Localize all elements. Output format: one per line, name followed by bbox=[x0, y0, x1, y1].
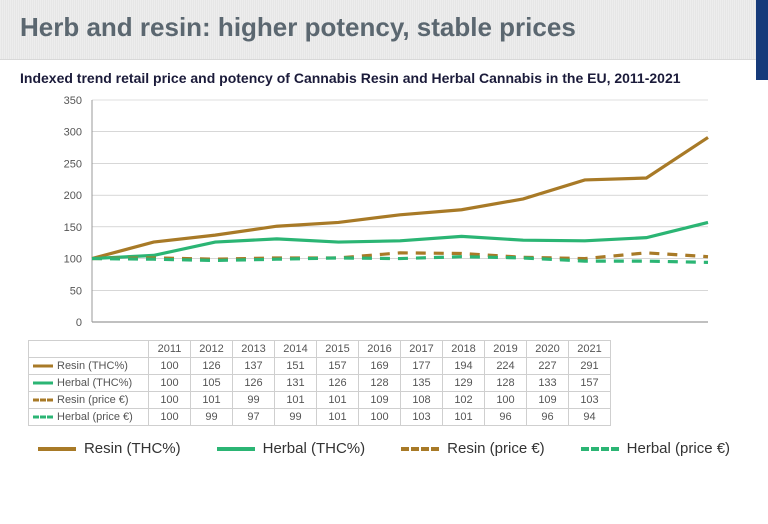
table-cell: 100 bbox=[359, 409, 401, 426]
table-cell: 151 bbox=[275, 358, 317, 375]
legend-label: Resin (THC%) bbox=[84, 440, 181, 457]
legend: Resin (THC%) Herbal (THC%) Resin (price €)… bbox=[0, 426, 768, 457]
year-header: 2020 bbox=[527, 341, 569, 358]
table-cell: 126 bbox=[191, 358, 233, 375]
svg-text:350: 350 bbox=[64, 95, 82, 107]
table-cell: 103 bbox=[569, 392, 611, 409]
year-header: 2018 bbox=[443, 341, 485, 358]
table-cell: 100 bbox=[149, 358, 191, 375]
table-cell: 157 bbox=[317, 358, 359, 375]
table-cell: 109 bbox=[359, 392, 401, 409]
row-swatch bbox=[33, 365, 53, 368]
table-cell: 100 bbox=[149, 409, 191, 426]
table-cell: 101 bbox=[317, 392, 359, 409]
table-row: Herbal (price €)100999799101100103101969… bbox=[29, 409, 611, 426]
table-cell: 99 bbox=[275, 409, 317, 426]
table-cell: 227 bbox=[527, 358, 569, 375]
row-label: Resin (price €) bbox=[57, 394, 129, 406]
row-label: Resin (THC%) bbox=[57, 360, 128, 372]
legend-swatch bbox=[581, 447, 619, 451]
table-cell: 129 bbox=[443, 375, 485, 392]
table-cell: 291 bbox=[569, 358, 611, 375]
table-cell: 105 bbox=[191, 375, 233, 392]
table-cell: 194 bbox=[443, 358, 485, 375]
row-label: Herbal (THC%) bbox=[57, 377, 132, 389]
table-cell: 224 bbox=[485, 358, 527, 375]
legend-label: Herbal (THC%) bbox=[263, 440, 366, 457]
svg-text:150: 150 bbox=[64, 222, 82, 234]
table-cell: 133 bbox=[527, 375, 569, 392]
table-cell: 103 bbox=[401, 409, 443, 426]
year-header: 2019 bbox=[485, 341, 527, 358]
legend-swatch bbox=[401, 447, 439, 451]
table-cell: 109 bbox=[527, 392, 569, 409]
table-cell: 94 bbox=[569, 409, 611, 426]
year-header: 2014 bbox=[275, 341, 317, 358]
table-cell: 126 bbox=[233, 375, 275, 392]
table-cell: 131 bbox=[275, 375, 317, 392]
table-cell: 135 bbox=[401, 375, 443, 392]
legend-label: Herbal (price €) bbox=[627, 440, 730, 457]
legend-label: Resin (price €) bbox=[447, 440, 545, 457]
svg-text:200: 200 bbox=[64, 190, 82, 202]
table-row: Resin (price €)1001019910110110910810210… bbox=[29, 392, 611, 409]
legend-item-resin_price: Resin (price €) bbox=[401, 440, 545, 457]
row-swatch bbox=[33, 416, 53, 419]
table-cell: 100 bbox=[485, 392, 527, 409]
table-cell: 96 bbox=[527, 409, 569, 426]
table-cell: 137 bbox=[233, 358, 275, 375]
year-header: 2016 bbox=[359, 341, 401, 358]
table-cell: 101 bbox=[443, 409, 485, 426]
year-header: 2013 bbox=[233, 341, 275, 358]
table-header-row: 2011201220132014201520162017201820192020… bbox=[29, 341, 611, 358]
svg-text:100: 100 bbox=[64, 254, 82, 266]
table-cell: 96 bbox=[485, 409, 527, 426]
legend-item-herbal_thc: Herbal (THC%) bbox=[217, 440, 366, 457]
svg-text:0: 0 bbox=[76, 317, 82, 329]
table-cell: 99 bbox=[233, 392, 275, 409]
year-header: 2015 bbox=[317, 341, 359, 358]
page-title: Herb and resin: higher potency, stable p… bbox=[20, 12, 748, 43]
year-header: 2021 bbox=[569, 341, 611, 358]
table-cell: 157 bbox=[569, 375, 611, 392]
chart-subtitle: Indexed trend retail price and potency o… bbox=[0, 60, 768, 90]
table-row: Resin (THC%)1001261371511571691771942242… bbox=[29, 358, 611, 375]
table-cell: 126 bbox=[317, 375, 359, 392]
row-swatch bbox=[33, 399, 53, 402]
chart-area: 0 50 100 150 200 250 300 350 bbox=[0, 90, 768, 340]
table-cell: 128 bbox=[359, 375, 401, 392]
table-cell: 100 bbox=[149, 392, 191, 409]
row-label: Herbal (price €) bbox=[57, 411, 133, 423]
legend-item-resin_thc: Resin (THC%) bbox=[38, 440, 181, 457]
table-cell: 99 bbox=[191, 409, 233, 426]
table-cell: 101 bbox=[275, 392, 317, 409]
year-header: 2011 bbox=[149, 341, 191, 358]
table-cell: 97 bbox=[233, 409, 275, 426]
side-accent bbox=[756, 0, 768, 80]
table-cell: 100 bbox=[149, 375, 191, 392]
table-cell: 101 bbox=[317, 409, 359, 426]
table-cell: 102 bbox=[443, 392, 485, 409]
table-row: Herbal (THC%)100105126131126128135129128… bbox=[29, 375, 611, 392]
year-header: 2017 bbox=[401, 341, 443, 358]
legend-item-herbal_price: Herbal (price €) bbox=[581, 440, 730, 457]
svg-text:250: 250 bbox=[64, 158, 82, 170]
svg-text:300: 300 bbox=[64, 127, 82, 139]
table-cell: 101 bbox=[191, 392, 233, 409]
table-cell: 108 bbox=[401, 392, 443, 409]
table-cell: 169 bbox=[359, 358, 401, 375]
legend-swatch bbox=[217, 447, 255, 451]
data-table: 2011201220132014201520162017201820192020… bbox=[28, 340, 611, 426]
row-swatch bbox=[33, 382, 53, 385]
legend-swatch bbox=[38, 447, 76, 451]
line-chart: 0 50 100 150 200 250 300 350 bbox=[28, 90, 728, 340]
svg-text:50: 50 bbox=[70, 285, 82, 297]
year-header: 2012 bbox=[191, 341, 233, 358]
title-band: Herb and resin: higher potency, stable p… bbox=[0, 0, 768, 60]
table-cell: 128 bbox=[485, 375, 527, 392]
table-cell: 177 bbox=[401, 358, 443, 375]
